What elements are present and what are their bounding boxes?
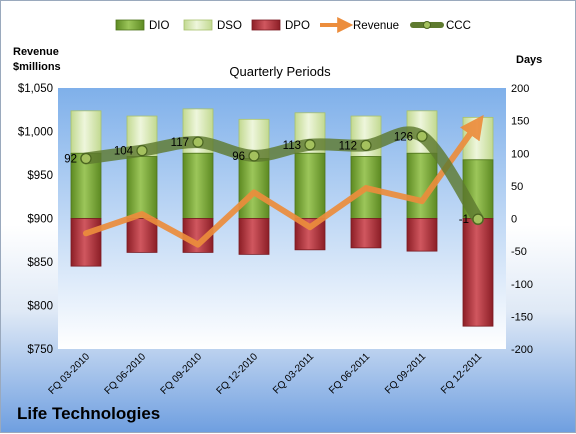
left-axis-label-line2: $millions [13, 61, 61, 73]
ccc-point [416, 130, 428, 142]
left-tick-label: $850 [27, 257, 53, 269]
dpo-bar [406, 218, 438, 252]
left-tick-label: $950 [27, 170, 53, 182]
dpo-bar [126, 218, 158, 253]
right-axis-label: Days [516, 54, 542, 66]
category-label: FQ 06-2010 [103, 351, 149, 397]
right-tick-label: -150 [511, 311, 533, 323]
right-tick-label: -200 [511, 344, 533, 356]
right-tick-label: -100 [511, 279, 533, 291]
ccc-data-label: 96 [232, 151, 245, 163]
category-label: FQ 09-2010 [159, 351, 205, 397]
category-label: FQ 12-2011 [439, 351, 484, 396]
legend-label-dio: DIO [149, 20, 170, 32]
category-label: FQ 03-2010 [47, 351, 93, 397]
legend-marker-ccc [423, 21, 431, 29]
category-axis: FQ 03-2010 FQ 06-2010 FQ 09-2010 FQ 12-2010… [47, 351, 485, 397]
legend-label-revenue: Revenue [353, 20, 399, 32]
ccc-point [472, 213, 484, 225]
dpo-bar [238, 218, 270, 255]
ccc-data-label: 92 [64, 153, 77, 165]
ccc-point [248, 150, 260, 162]
right-tick-label: 150 [511, 116, 529, 128]
ccc-point [80, 152, 92, 165]
dio-bar [294, 152, 326, 219]
left-tick-label: $1,000 [18, 127, 53, 139]
ccc-data-label: 113 [283, 140, 301, 152]
ccc-point [136, 145, 148, 157]
ccc-point [360, 139, 372, 152]
category-label: FQ 09-2011 [383, 351, 428, 396]
left-axis: $750 $800 $850 $900 $950 $1,000 $1,050 [18, 83, 53, 356]
left-axis-label-line1: Revenue [13, 46, 59, 58]
right-tick-label: 0 [511, 214, 517, 226]
dso-bar [70, 110, 102, 154]
legend-label-dso: DSO [217, 20, 242, 32]
left-tick-label: $900 [27, 214, 53, 226]
ccc-data-label: -1 [459, 214, 469, 226]
right-tick-label: 50 [511, 181, 523, 193]
ccc-data-label: 112 [339, 140, 357, 152]
legend-swatch-dso [183, 19, 213, 31]
ccc-data-label: 104 [114, 146, 134, 158]
category-label: FQ 06-2011 [327, 351, 372, 396]
ccc-data-label: 126 [394, 131, 413, 143]
ccc-data-label: 117 [171, 137, 189, 149]
category-label: FQ 12-2010 [215, 351, 261, 397]
dio-bar [126, 156, 158, 219]
left-tick-label: $800 [27, 301, 53, 313]
dpo-bar [462, 218, 494, 327]
right-tick-label: -50 [511, 246, 527, 258]
left-tick-label: $1,050 [18, 83, 53, 95]
dpo-bar [70, 218, 102, 267]
right-axis: -200 -150 -100 -50 0 50 100 150 200 [511, 83, 533, 356]
right-tick-label: 200 [511, 83, 529, 95]
legend: DIO DSO DPO Revenue CCC [115, 17, 471, 33]
legend-swatch-dpo [251, 19, 281, 31]
lines: 92 104 117 96 113 112 126 -1 [64, 114, 484, 248]
dio-bar [182, 152, 214, 219]
ccc-point [304, 139, 316, 151]
revenue-line [83, 114, 484, 248]
left-tick-label: $750 [27, 344, 53, 356]
chart-title: Quarterly Periods [229, 64, 331, 79]
company-name: Life Technologies [17, 404, 160, 423]
category-label: FQ 03-2011 [271, 351, 316, 396]
ccc-point [192, 136, 204, 148]
right-tick-label: 100 [511, 148, 529, 160]
legend-label-dpo: DPO [285, 20, 310, 32]
dpo-bar [350, 218, 382, 249]
dio-bar [238, 158, 270, 219]
legend-label-ccc: CCC [446, 20, 471, 32]
legend-swatch-dio [115, 19, 145, 31]
